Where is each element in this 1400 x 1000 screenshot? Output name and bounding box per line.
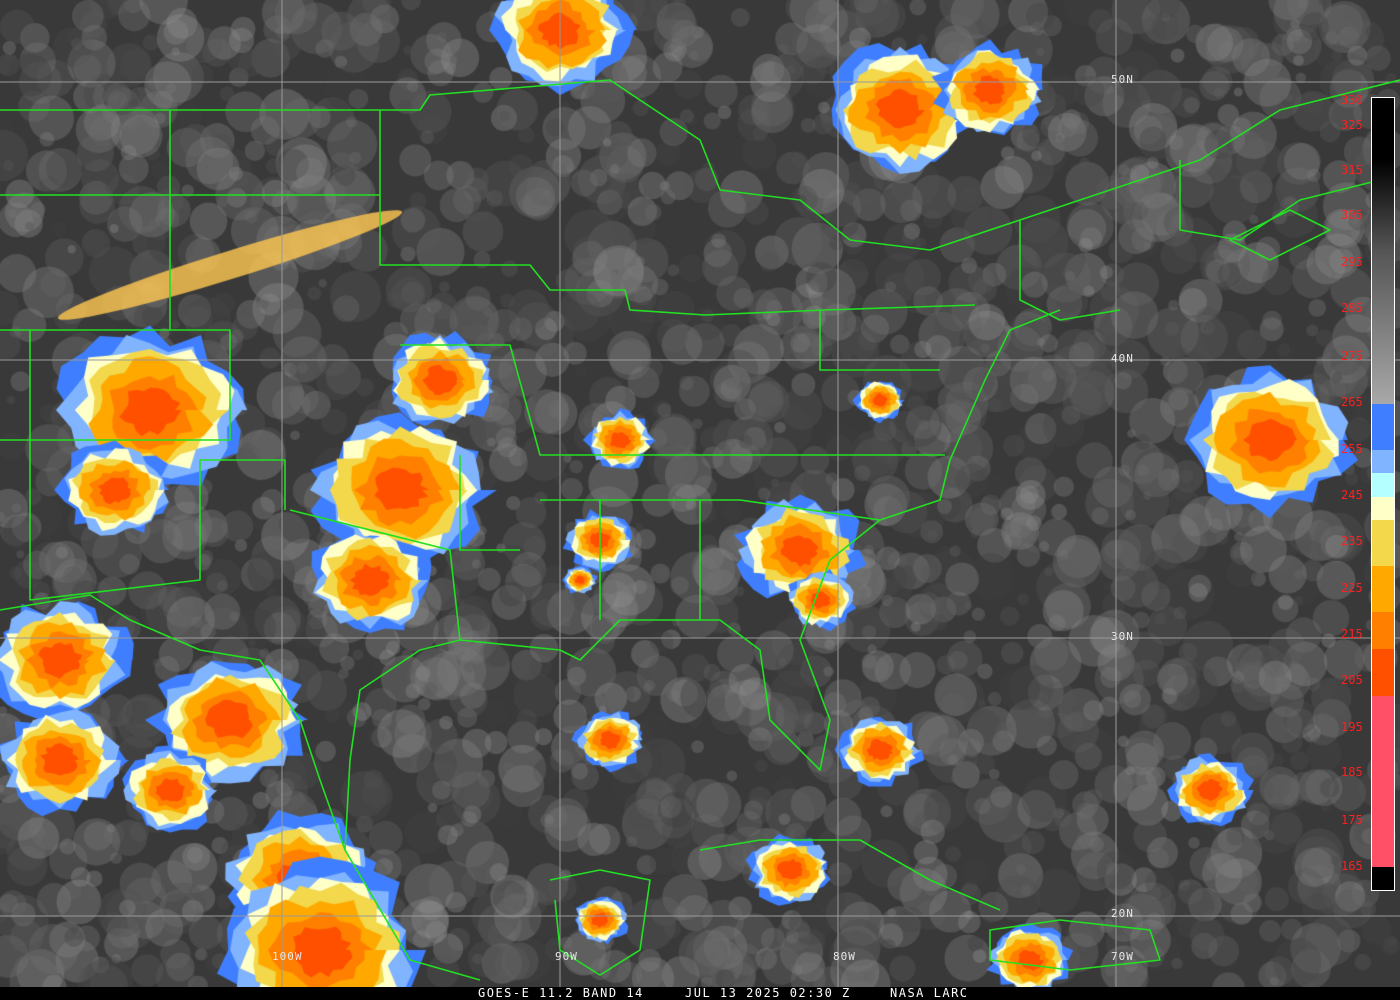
lon-label-90w: 90W	[555, 950, 578, 963]
colorbar-label: 330	[1341, 93, 1363, 107]
colorbar-label: 245	[1341, 488, 1363, 502]
colorbar-label: 185	[1341, 765, 1363, 779]
colorbar-segment	[1372, 612, 1394, 650]
colorbar-label: 305	[1341, 208, 1363, 222]
colorbar-label: 165	[1341, 859, 1363, 873]
caption-source: NASA LARC	[890, 986, 969, 1000]
colorbar-label: 175	[1341, 813, 1363, 827]
caption-band: GOES-E 11.2 BAND 14	[478, 986, 644, 1000]
caption-datetime: JUL 13 2025 02:30 Z	[685, 986, 851, 1000]
border-line	[0, 79, 1400, 251]
colorbar-segment	[1372, 403, 1394, 451]
colorbar-grayscale	[1372, 98, 1394, 404]
colorbar-label: 215	[1341, 627, 1363, 641]
border-line	[599, 310, 940, 620]
lat-label-40n: 40N	[1111, 352, 1134, 365]
colorbar-label: 255	[1341, 442, 1363, 456]
lon-label-70w: 70W	[1111, 950, 1134, 963]
border-line	[0, 594, 346, 851]
lat-label-50n: 50N	[1111, 73, 1134, 86]
colorbar-label: 225	[1341, 581, 1363, 595]
border-line	[289, 309, 1061, 981]
border-line	[0, 110, 380, 601]
colorbar-segment	[1372, 649, 1394, 696]
temperature-colorbar	[1371, 97, 1395, 891]
colorbar-segment	[1372, 695, 1394, 867]
colorbar-label: 195	[1341, 720, 1363, 734]
colorbar-segment	[1372, 565, 1394, 613]
lon-label-100w: 100W	[272, 950, 303, 963]
colorbar-segment	[1372, 450, 1394, 474]
border-line	[549, 839, 1161, 976]
lon-label-80w: 80W	[833, 950, 856, 963]
colorbar-label: 205	[1341, 673, 1363, 687]
border-line	[379, 110, 976, 316]
colorbar-segment	[1372, 496, 1394, 520]
colorbar-label: 285	[1341, 301, 1363, 315]
colorbar-label: 315	[1341, 163, 1363, 177]
colorbar-label: 275	[1341, 349, 1363, 363]
colorbar-label: 265	[1341, 395, 1363, 409]
lat-label-30n: 30N	[1111, 630, 1134, 643]
colorbar-label: 235	[1341, 534, 1363, 548]
colorbar-label: 295	[1341, 255, 1363, 269]
border-line	[1019, 160, 1381, 321]
state-country-borders	[0, 79, 1400, 981]
colorbar-segment	[1372, 519, 1394, 566]
lat-label-20n: 20N	[1111, 907, 1134, 920]
colorbar-label: 325	[1341, 118, 1363, 132]
border-line	[400, 344, 945, 551]
colorbar-segment	[1372, 473, 1394, 497]
image-caption: GOES-E 11.2 BAND 14 JUL 13 2025 02:30 Z …	[0, 987, 1400, 1000]
